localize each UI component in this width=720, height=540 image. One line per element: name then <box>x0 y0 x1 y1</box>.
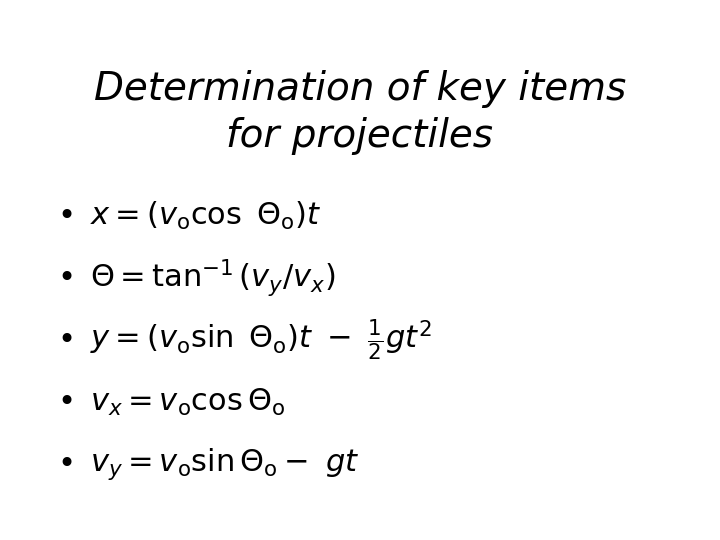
Text: •: • <box>58 326 76 355</box>
Text: $y = (v_{\rm o}\sin\ \Theta_{\rm o})t\ -\ \frac{1}{2}gt^2$: $y = (v_{\rm o}\sin\ \Theta_{\rm o})t\ -… <box>90 318 432 363</box>
Text: •: • <box>58 264 76 293</box>
Text: Determination of key items
for projectiles: Determination of key items for projectil… <box>94 70 626 155</box>
Text: $x = (v_{\rm o}\cos\ \Theta_{\rm o})t$: $x = (v_{\rm o}\cos\ \Theta_{\rm o})t$ <box>90 200 321 232</box>
Text: •: • <box>58 450 76 479</box>
Text: •: • <box>58 388 76 417</box>
Text: $v_y = v_{\rm o}\sin\Theta_{\rm o}-\ gt$: $v_y = v_{\rm o}\sin\Theta_{\rm o}-\ gt$ <box>90 447 359 482</box>
Text: $v_x = v_{\rm o}\cos\Theta_{\rm o}$: $v_x = v_{\rm o}\cos\Theta_{\rm o}$ <box>90 387 285 418</box>
Text: •: • <box>58 201 76 231</box>
Text: $\Theta = \tan^{-1}(v_y/v_x)$: $\Theta = \tan^{-1}(v_y/v_x)$ <box>90 258 336 299</box>
